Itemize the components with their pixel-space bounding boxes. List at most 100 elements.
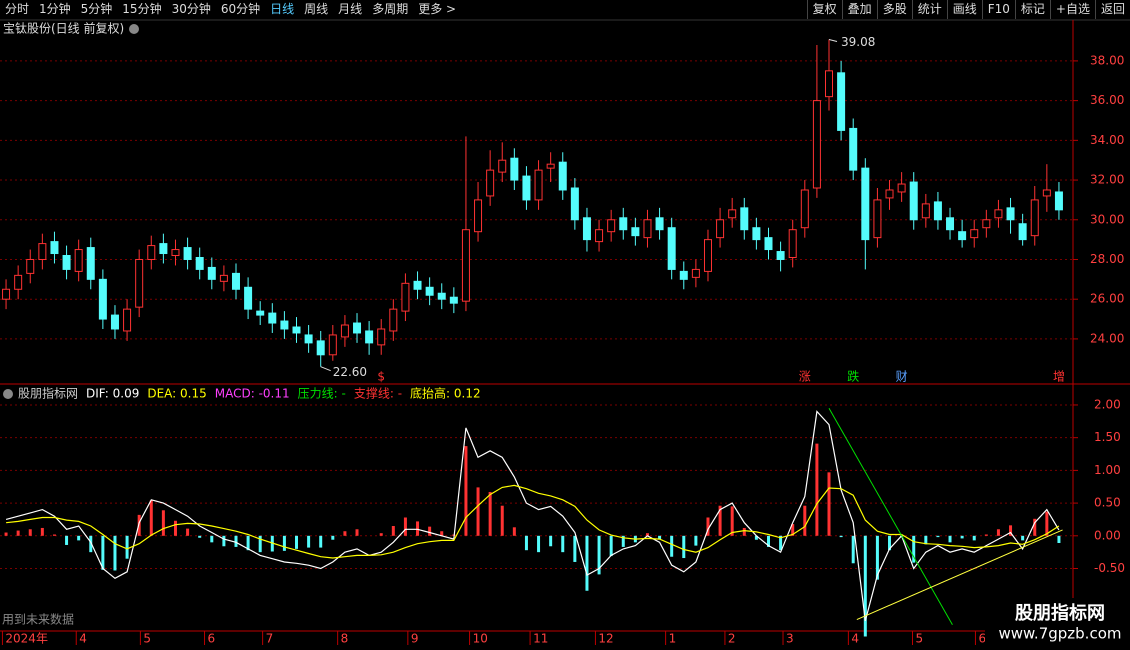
x-tick-label: 3 (786, 632, 794, 646)
candle-body (982, 219, 991, 229)
period-tab[interactable]: 多周期 (372, 2, 409, 16)
candle-body (595, 229, 604, 243)
candle-body (2, 288, 11, 300)
period-tab[interactable]: 分时 (5, 2, 30, 16)
candle-body (110, 314, 119, 330)
tool-button[interactable]: 返回 (1094, 0, 1130, 19)
tool-button[interactable]: 叠加 (841, 0, 877, 19)
candle-body (1042, 189, 1051, 197)
candle-body (98, 278, 107, 320)
pointer (828, 38, 838, 42)
period-tab[interactable]: 1分钟 (39, 2, 71, 16)
x-tick-label: 7 (266, 632, 274, 646)
x-tick-label: 8 (341, 632, 349, 646)
candle-body (26, 258, 35, 274)
candle-body (825, 70, 834, 98)
candle-body (147, 245, 156, 260)
tool-button[interactable]: +自选 (1049, 0, 1095, 19)
x-tick-label: 5 (916, 632, 924, 646)
low-label: 22.60 (333, 365, 367, 379)
y-tick-label: 1.00 (1094, 463, 1121, 477)
event-marker: 增 (1053, 370, 1065, 384)
candle-body (486, 169, 495, 197)
candle-body (703, 239, 712, 272)
tool-button[interactable]: 复权 (806, 0, 842, 19)
tool-button[interactable]: 画线 (946, 0, 982, 19)
pointer (320, 366, 331, 372)
candle-body (14, 274, 23, 290)
candle-body (510, 157, 519, 181)
y-tick-label: 0.50 (1094, 496, 1121, 510)
candle-body (522, 175, 531, 201)
candle-body (607, 219, 616, 233)
x-tick-label: 1 (669, 632, 677, 646)
candle-body (740, 207, 749, 231)
candle-body (655, 217, 664, 231)
dropdown-icon[interactable] (129, 24, 139, 34)
y-tick-label: 30.00 (1090, 212, 1124, 226)
period-tab[interactable]: 5分钟 (80, 2, 113, 16)
period-tab[interactable]: 60分钟 (220, 2, 261, 16)
candle-body (909, 181, 918, 221)
tool-button[interactable]: 标记 (1014, 0, 1050, 19)
x-tick-label: 12 (598, 632, 613, 646)
period-tab[interactable]: 月线 (338, 2, 363, 16)
candle-body (50, 241, 59, 255)
period-tab[interactable]: 30分钟 (171, 2, 211, 16)
y-tick-label: 2.00 (1094, 397, 1121, 411)
candle-body (619, 217, 628, 231)
candle-body (728, 209, 737, 219)
y-tick-label: 1.50 (1094, 430, 1121, 444)
period-tab[interactable]: 日线 (270, 2, 295, 16)
chart-title: 宝钛股份(日线 前复权) (3, 21, 124, 36)
period-tab[interactable]: 更多 > (418, 2, 457, 16)
candle-body (921, 203, 930, 219)
candle-body (389, 308, 398, 332)
candle-body (377, 328, 386, 346)
period-tab[interactable]: 15分钟 (122, 2, 162, 16)
candle-body (365, 330, 374, 344)
high-label: 39.08 (841, 35, 875, 49)
event-marker: 涨 (799, 369, 811, 384)
legend-entry: DIF: 0.09 (86, 387, 139, 401)
candle-body (461, 229, 470, 302)
candle-body (946, 217, 955, 231)
candle-body (1018, 223, 1027, 241)
candle-body (316, 340, 325, 356)
tool-button[interactable]: 多股 (876, 0, 912, 19)
y-tick-label: 24.00 (1090, 331, 1124, 345)
candle-body (292, 326, 301, 334)
x-tick-label: 11 (533, 632, 548, 646)
tool-button[interactable]: F10 (981, 0, 1015, 19)
candle-body (219, 274, 228, 282)
candle-body (195, 256, 204, 270)
dropdown-icon[interactable] (3, 389, 13, 399)
candle-body (643, 219, 652, 239)
candle-body (873, 199, 882, 239)
candle-body (86, 247, 95, 280)
trend-line (856, 529, 1063, 620)
candle-body (776, 251, 785, 260)
watermark-title: 股朋指标网 (1014, 602, 1105, 624)
candle-body (837, 72, 846, 131)
candle-body (498, 159, 507, 173)
candle-body (123, 308, 132, 332)
candle-body (449, 296, 458, 304)
toolbar: 分时 1分钟 5分钟 15分钟 30分钟 60分钟 日线 周线 月线 多周期 更多 > 复权 叠加 多股统… (0, 0, 1130, 19)
tool-button[interactable]: 统计 (911, 0, 947, 19)
candle-body (933, 201, 942, 221)
candle-body (425, 286, 434, 296)
event-marker: 跌 (847, 369, 859, 384)
candle-body (970, 229, 979, 239)
candle-body (401, 282, 410, 312)
indicator-line (5, 410, 1060, 621)
legend-entry: MACD: -0.11 (215, 387, 290, 401)
candle-body (849, 127, 858, 171)
candle-body (570, 187, 579, 221)
candle-body (280, 320, 289, 330)
y-tick-label: 38.00 (1090, 53, 1124, 67)
period-tab[interactable]: 周线 (304, 2, 329, 16)
candle-body (861, 167, 870, 241)
